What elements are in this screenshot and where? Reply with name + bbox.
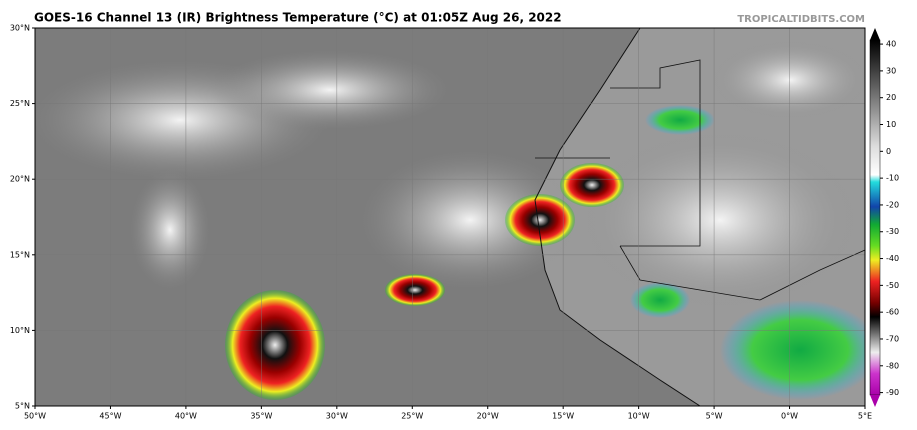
x-tick-label: 0°W [781, 412, 798, 421]
colorbar-tick-label: -90 [886, 388, 899, 397]
convection [630, 282, 690, 318]
colorbar-tick-label: -80 [886, 361, 899, 370]
colorbar-tick-label: -30 [886, 227, 899, 236]
storm [225, 290, 325, 400]
convection [720, 300, 865, 400]
watermark: TROPICALTIDBITS.COM [737, 14, 865, 25]
borders [535, 59, 865, 301]
x-tick-label: 5°E [858, 412, 872, 421]
x-tick-label: 40°W [175, 412, 197, 421]
colorbar-bottom-extension [870, 395, 880, 407]
x-tick-label: 45°W [99, 412, 121, 421]
colorbar-tick-label: -10 [886, 174, 899, 183]
cloud [580, 130, 860, 310]
y-tick-label: 15°N [10, 250, 30, 259]
colorbar-tick-label: -50 [886, 281, 899, 290]
colorbar-top-extension [870, 28, 880, 40]
x-tick-label: 35°W [250, 412, 272, 421]
cloud [130, 170, 210, 290]
colorbar-tick-label: -60 [886, 308, 899, 317]
x-tick-label: 20°W [477, 412, 499, 421]
colorbar-tick-label: 30 [886, 66, 896, 75]
y-tick-label: 30°N [10, 24, 30, 33]
colorbar-tick-label: -70 [886, 334, 899, 343]
y-tick-label: 25°N [10, 99, 30, 108]
x-tick-label: 50°W [24, 412, 46, 421]
map-frame [34, 27, 866, 407]
coastline [534, 28, 701, 406]
x-tick-label: 15°W [552, 412, 574, 421]
storm [385, 274, 445, 306]
x-tick-label: 30°W [326, 412, 348, 421]
colorbar-tick-label: 40 [886, 40, 896, 49]
x-tick-label: 10°W [628, 412, 650, 421]
x-tick-label: 5°W [706, 412, 723, 421]
colorbar-tick-label: 20 [886, 93, 896, 102]
y-tick-label: 20°N [10, 175, 30, 184]
colorbar-tick-label: -20 [886, 200, 899, 209]
cloud [710, 40, 865, 120]
colorbar [869, 39, 881, 396]
colorbar-tick-label: -40 [886, 254, 899, 263]
storm [560, 163, 624, 207]
y-tick-label: 10°N [10, 326, 30, 335]
colorbar-tick-label: 10 [886, 120, 896, 129]
convection [645, 105, 715, 135]
title: GOES-16 Channel 13 (IR) Brightness Tempe… [34, 11, 562, 25]
y-tick-label: 5°N [15, 402, 30, 411]
colorbar-tick-label: 0 [886, 147, 891, 156]
cloud [210, 50, 450, 130]
satellite-image [35, 28, 865, 406]
storm [505, 194, 575, 246]
x-tick-label: 25°W [401, 412, 423, 421]
